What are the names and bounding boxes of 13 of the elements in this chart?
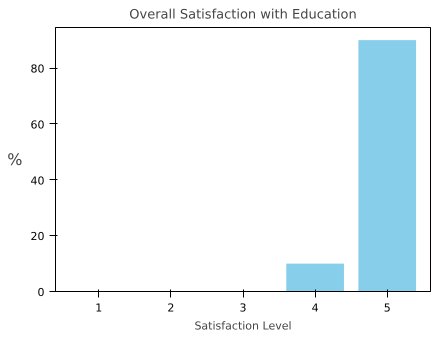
x-axis-title: Satisfaction Level	[194, 320, 292, 332]
x-tick-label: 2	[167, 302, 174, 314]
y-axis-title: %	[7, 150, 23, 169]
y-tick-label: 60	[30, 118, 45, 132]
x-tick-label: 5	[384, 302, 391, 314]
x-tick-label: 3	[240, 302, 246, 314]
x-tick-label: 1	[95, 302, 102, 314]
y-tick-label: 40	[30, 174, 45, 188]
x-tick-label: 4	[312, 302, 319, 314]
y-tick-label: 20	[30, 230, 45, 244]
y-tick-label: 0	[38, 286, 44, 299]
chart-title: Overall Satisfaction with Education	[129, 8, 357, 22]
y-tick-label: 80	[30, 62, 45, 76]
